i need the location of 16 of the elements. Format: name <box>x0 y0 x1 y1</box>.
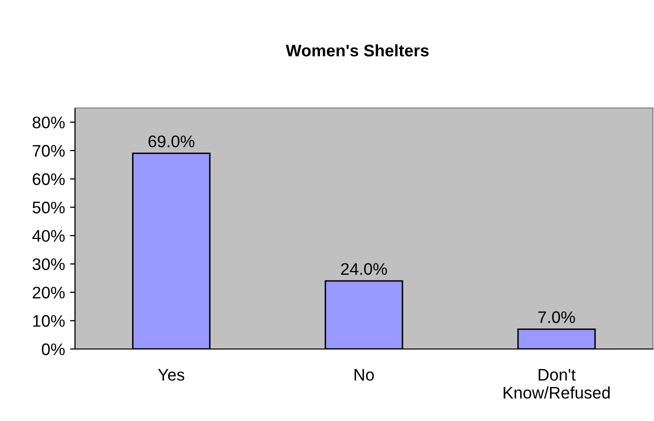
data-label: 7.0% <box>538 311 575 324</box>
x-tick-label: Don't Know/Refused <box>504 369 610 399</box>
y-tick-label: 20% <box>32 286 65 298</box>
chart-title: Women's Shelters <box>286 44 429 56</box>
y-tick-label: 30% <box>32 258 65 270</box>
y-tick-label: 10% <box>33 315 65 327</box>
y-tick-label: 0% <box>42 343 65 356</box>
y-tick-label: 80% <box>32 116 65 128</box>
data-label: 69.0% <box>148 135 194 148</box>
x-tick-label: No <box>354 369 374 381</box>
data-label: 24.0% <box>341 263 387 275</box>
y-tick-label: 40% <box>32 230 65 242</box>
y-tick-label: 50% <box>32 202 65 214</box>
y-tick-label: 60% <box>32 173 65 186</box>
y-tick-label: 70% <box>32 144 65 157</box>
x-tick-label: Yes <box>158 369 184 381</box>
